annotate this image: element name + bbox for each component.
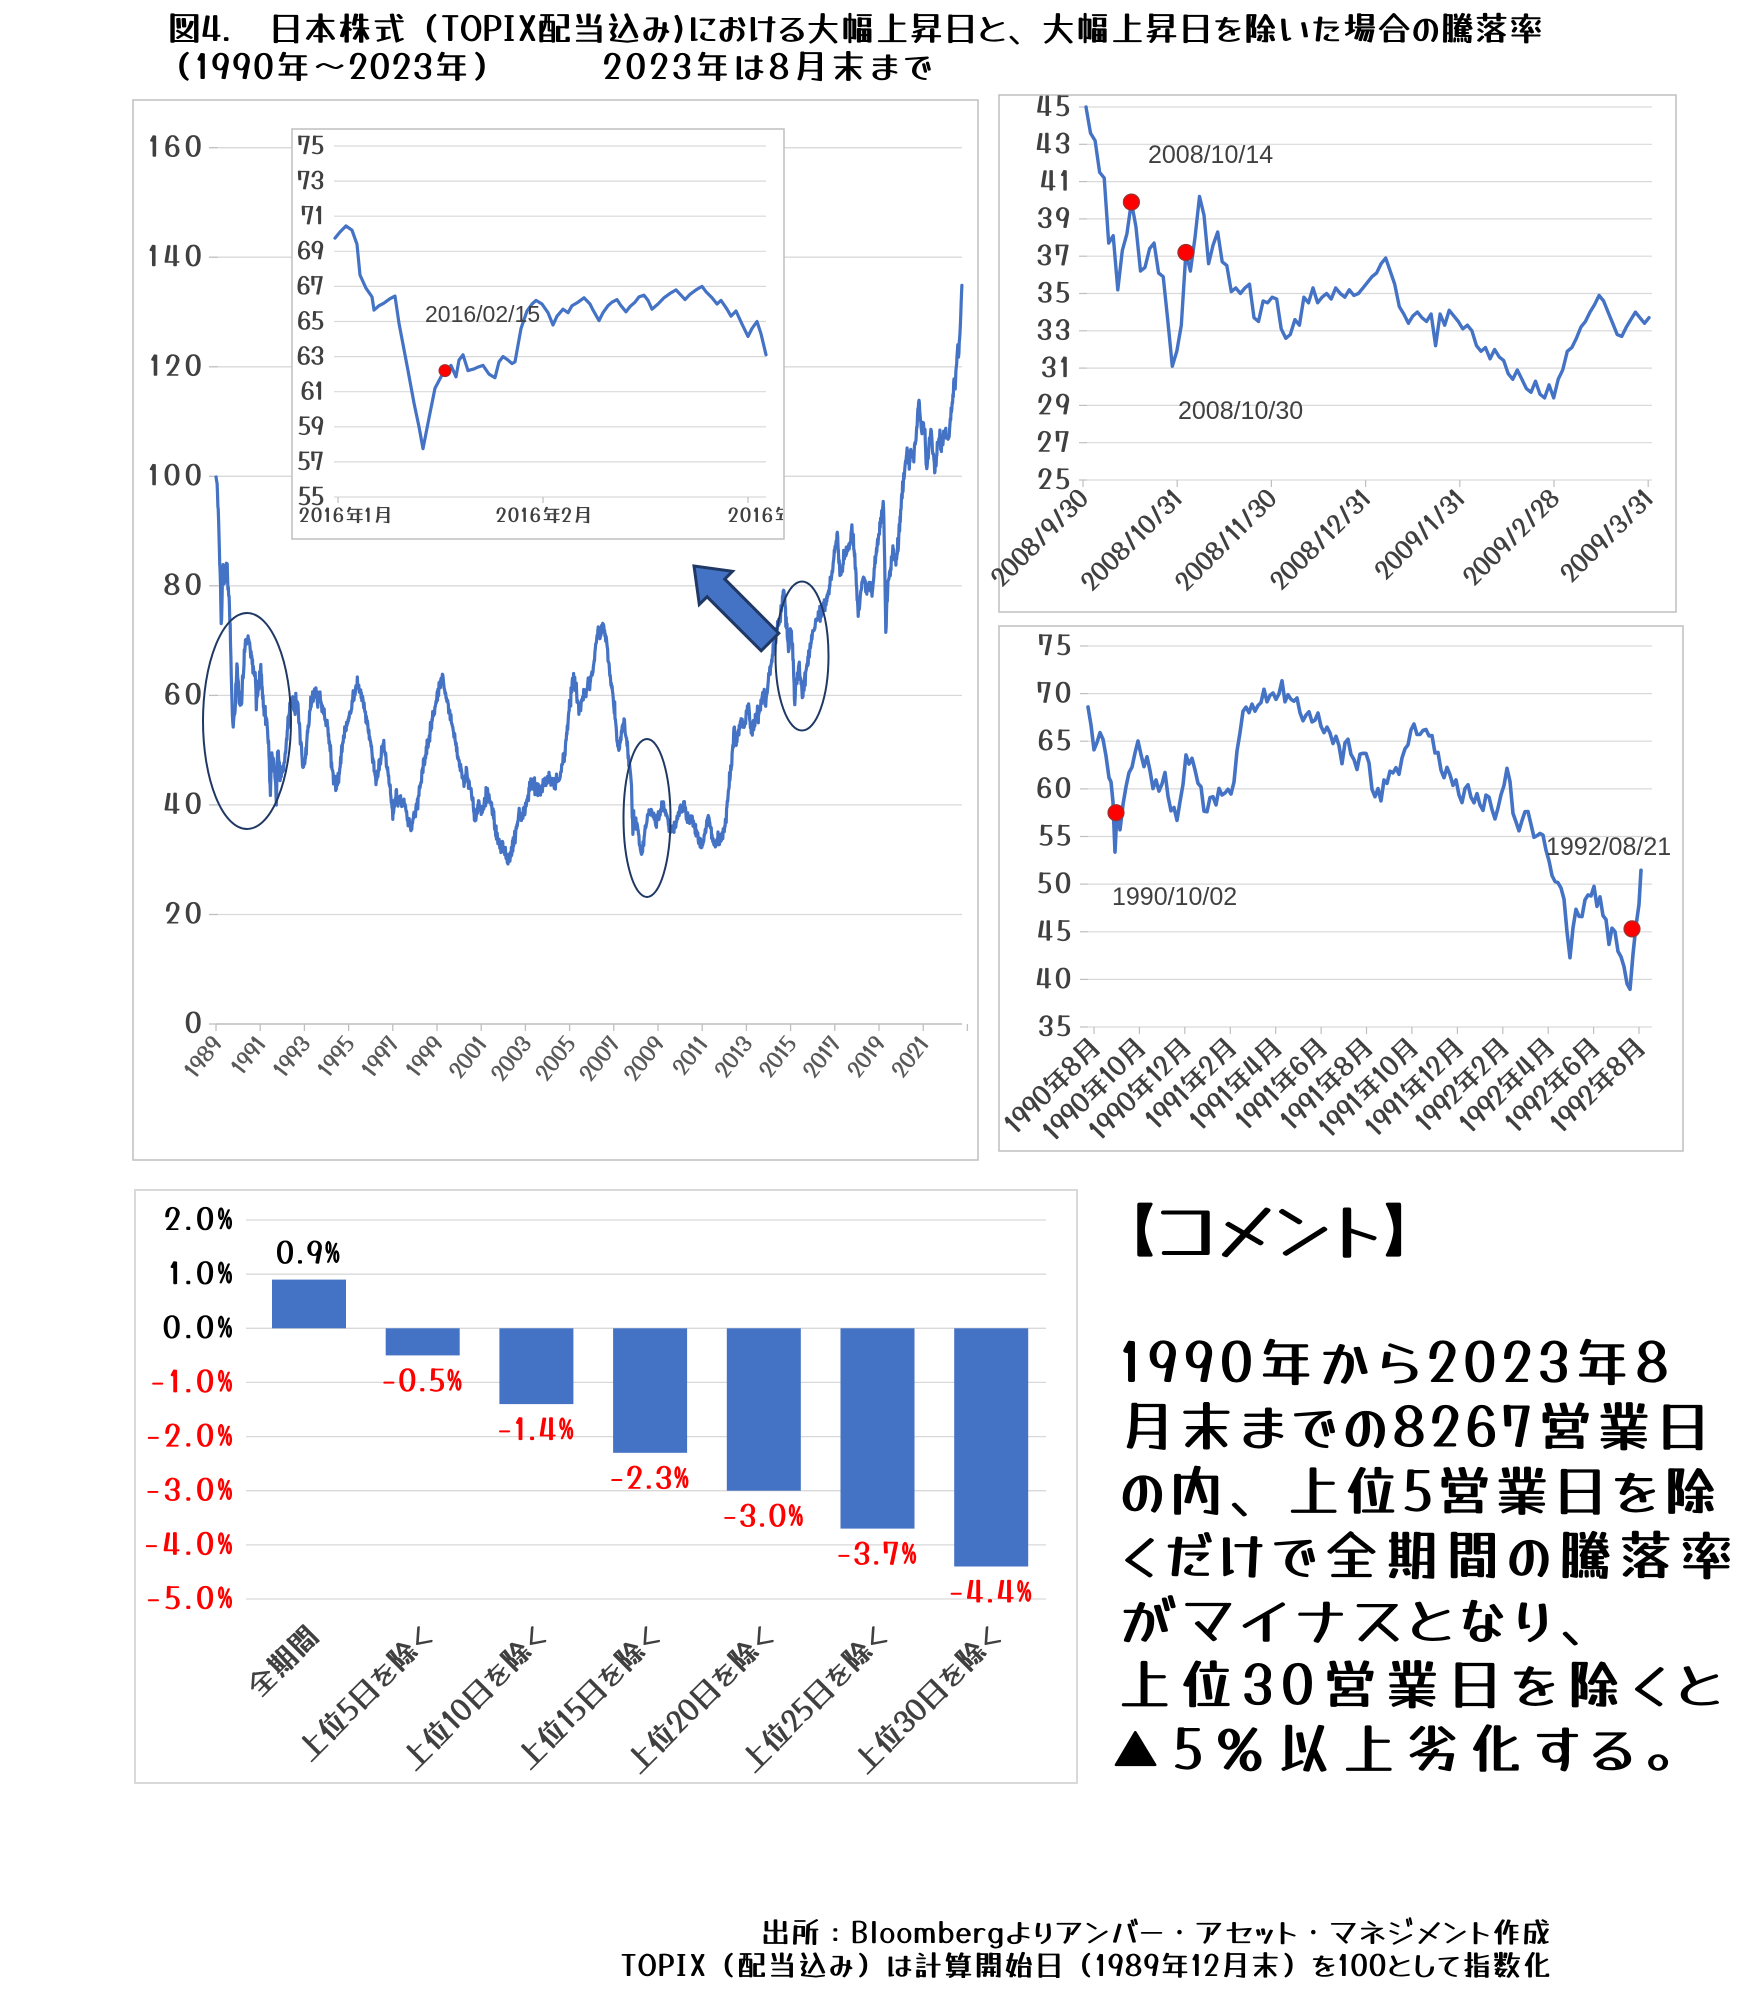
svg-text:2008/10/30: 2008/10/30 [1178, 397, 1303, 425]
svg-text:1992/08/21: 1992/08/21 [1546, 833, 1671, 861]
svg-text:1990/10/02: 1990/10/02 [1112, 883, 1237, 911]
svg-text:2016/02/15: 2016/02/15 [425, 301, 540, 327]
svg-text:2008/10/14: 2008/10/14 [1148, 141, 1273, 169]
